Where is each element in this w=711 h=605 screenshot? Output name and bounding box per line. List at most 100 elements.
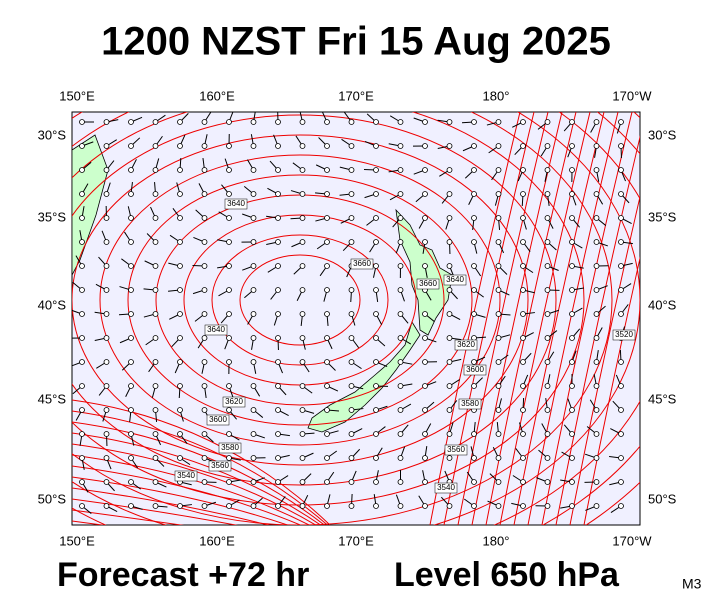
wind-station (325, 408, 330, 413)
wind-station (545, 144, 550, 149)
wind-station (153, 408, 158, 413)
wind-station (594, 360, 599, 365)
wind-station (521, 480, 526, 485)
wind-station (423, 504, 428, 509)
wind-station (251, 384, 256, 389)
wind-station (227, 384, 232, 389)
wind-station (619, 264, 624, 269)
wind-station (545, 456, 550, 461)
wind-station (447, 408, 452, 413)
wind-station (227, 456, 232, 461)
wind-station (80, 456, 85, 461)
wind-station (545, 480, 550, 485)
wind-station (80, 504, 85, 509)
wind-station (472, 168, 477, 173)
wind-station (594, 480, 599, 485)
wind-station (178, 120, 183, 125)
wind-station (251, 360, 256, 365)
lat-label: 50°S (38, 491, 67, 506)
wind-station (472, 120, 477, 125)
wind-station (104, 168, 109, 173)
wind-station (202, 264, 207, 269)
wind-station (594, 144, 599, 149)
wind-station (276, 264, 281, 269)
wind-station (349, 288, 354, 293)
wind-station (521, 240, 526, 245)
wind-station (202, 360, 207, 365)
wind-station (153, 216, 158, 221)
wind-station (521, 432, 526, 437)
wind-station (276, 360, 281, 365)
wind-station (178, 408, 183, 413)
wind-station (423, 144, 428, 149)
wind-station (300, 336, 305, 341)
wind-station (374, 384, 379, 389)
wind-station (374, 408, 379, 413)
wind-station (594, 240, 599, 245)
wind-station (619, 168, 624, 173)
wind-station (251, 432, 256, 437)
wind-station (423, 312, 428, 317)
wind-station (276, 168, 281, 173)
wind-station (227, 144, 232, 149)
wind-station (472, 192, 477, 197)
wind-station (129, 312, 134, 317)
wind-station (423, 384, 428, 389)
wind-station (300, 144, 305, 149)
wind-station (496, 120, 501, 125)
wind-station (570, 216, 575, 221)
wind-station (276, 288, 281, 293)
wind-station (374, 480, 379, 485)
lat-label: 30°S (38, 127, 67, 142)
wind-station (202, 216, 207, 221)
wind-station (300, 456, 305, 461)
wind-station (374, 144, 379, 149)
wind-station (447, 192, 452, 197)
lon-label: 180° (483, 88, 510, 103)
wind-station (80, 192, 85, 197)
contour-label-text: 3640 (227, 199, 245, 208)
wind-station (227, 312, 232, 317)
wind-station (570, 168, 575, 173)
wind-station (325, 432, 330, 437)
wind-station (227, 120, 232, 125)
wind-station (153, 168, 158, 173)
wind-station (104, 408, 109, 413)
wind-station (153, 288, 158, 293)
wind-station (349, 480, 354, 485)
wind-station (545, 288, 550, 293)
wind-station (325, 288, 330, 293)
wind-station (129, 168, 134, 173)
wind-station (325, 336, 330, 341)
wind-station (521, 360, 526, 365)
wind-station (104, 432, 109, 437)
wind-station (251, 336, 256, 341)
wind-station (374, 120, 379, 125)
wind-station (153, 480, 158, 485)
wind-station (202, 288, 207, 293)
contour-label-text: 3640 (207, 325, 225, 334)
contour-label-text: 3660 (419, 279, 437, 288)
wind-station (251, 240, 256, 245)
wind-station (423, 168, 428, 173)
wind-station (398, 456, 403, 461)
wind-station (178, 264, 183, 269)
lat-label: 35°S (648, 209, 677, 224)
wind-station (300, 240, 305, 245)
wind-station (276, 144, 281, 149)
wind-station (153, 120, 158, 125)
wind-station (619, 312, 624, 317)
wind-station (349, 408, 354, 413)
wind-station (104, 192, 109, 197)
wind-station (472, 384, 477, 389)
wind-station (594, 384, 599, 389)
wind-station (570, 360, 575, 365)
wind-station (251, 216, 256, 221)
wind-station (619, 288, 624, 293)
contour-label: 3640 (205, 325, 227, 335)
title: 1200 NZST Fri 15 Aug 2025 (101, 20, 611, 64)
contour-label: 3540 (175, 471, 197, 481)
wind-station (521, 216, 526, 221)
wind-station (496, 312, 501, 317)
wind-station (398, 312, 403, 317)
